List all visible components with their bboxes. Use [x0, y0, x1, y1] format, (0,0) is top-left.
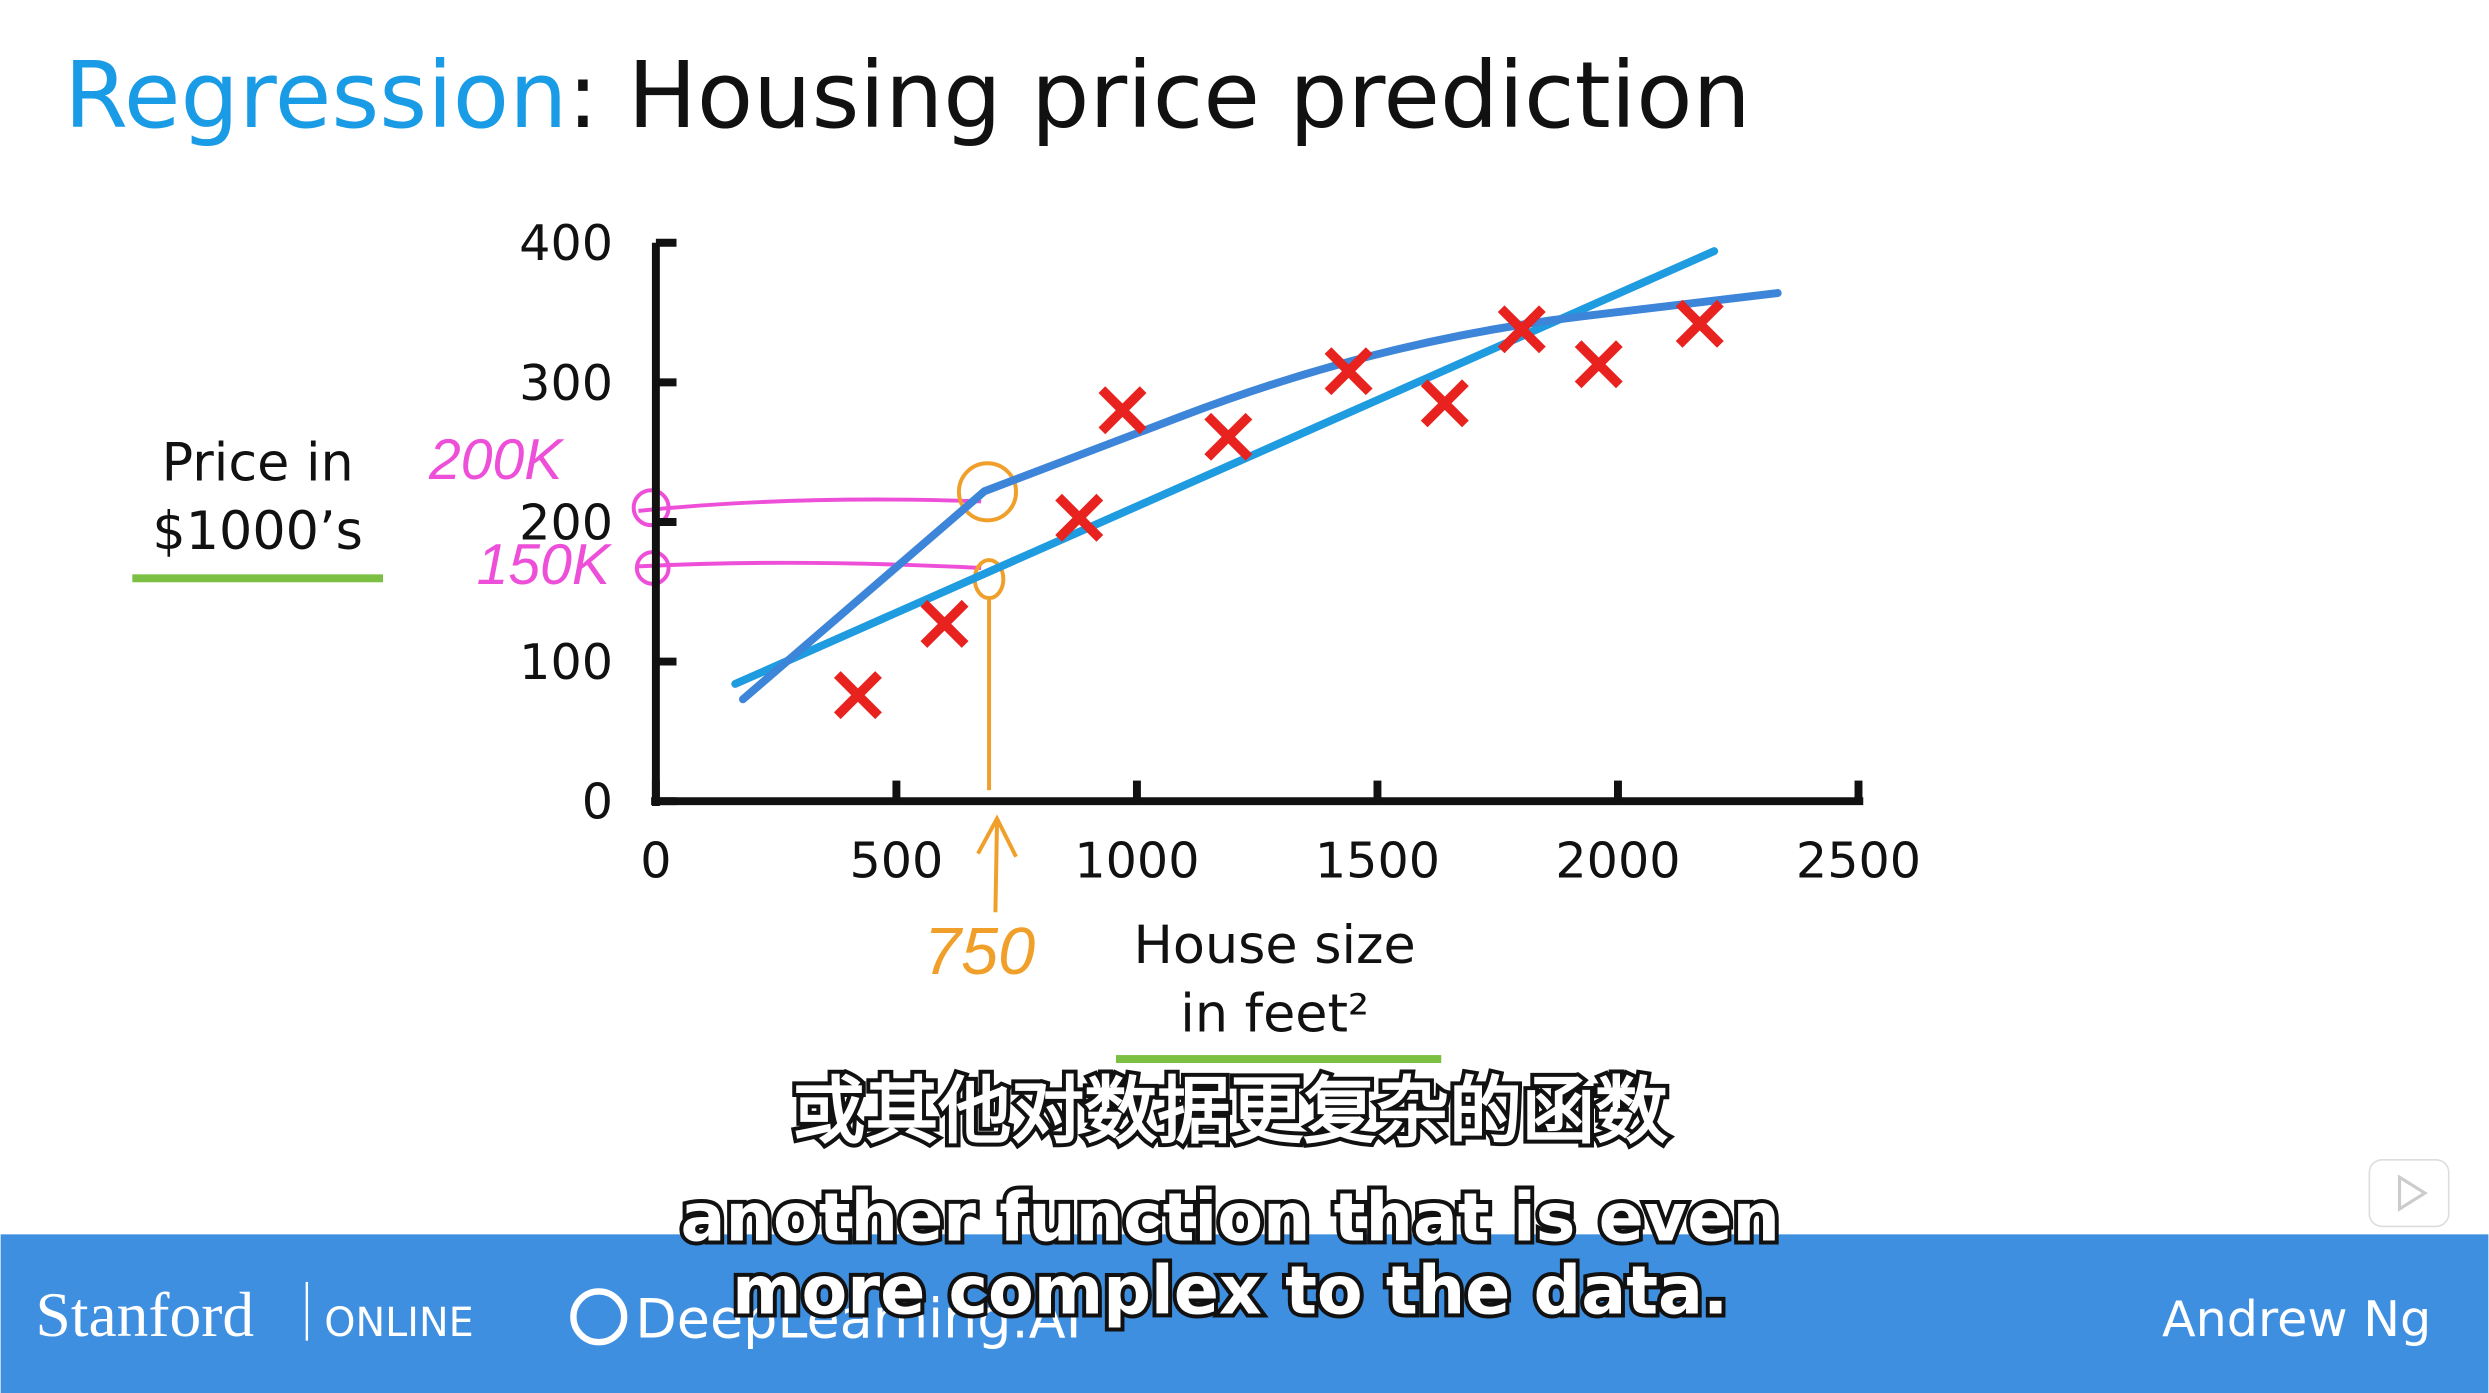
play-button[interactable] — [2368, 1158, 2450, 1228]
x-axis-label: House size — [1134, 915, 1416, 976]
x-tick-label: 2500 — [1796, 831, 1921, 889]
y-tick-label: 200 — [519, 493, 613, 551]
underline — [132, 574, 383, 583]
plot: 0 100 200 300 400 0 500 1000 1500 2000 2500 — [519, 214, 1921, 889]
annotation-strokes — [631, 461, 1019, 913]
x-tick-label: 1000 — [1074, 831, 1199, 889]
underline — [1115, 1055, 1442, 1063]
data-point — [1204, 412, 1253, 461]
footer-brand: Stanford — [36, 1279, 255, 1350]
annotation: 200K — [428, 428, 565, 492]
title-highlight: Regression — [64, 42, 567, 149]
subtitle-zh: 或其他对数据更复杂的函数 — [792, 1069, 1668, 1154]
x-tick-label: 2000 — [1555, 831, 1680, 889]
data-point — [1420, 379, 1469, 428]
y-axis-label: $1000’s — [152, 501, 362, 562]
footer-bar — [0, 1234, 2489, 1393]
annotation: 150K — [477, 533, 613, 597]
data-point — [833, 671, 882, 720]
x-axis-label: in feet² — [1180, 983, 1369, 1044]
data-point — [1675, 299, 1724, 348]
subtitle-en: another function that is even — [681, 1179, 1780, 1257]
data-point — [1574, 340, 1623, 389]
x-tick-label: 1500 — [1315, 831, 1440, 889]
data-point — [920, 599, 969, 648]
footer-brand: DeepLearning.AI — [635, 1287, 1081, 1350]
y-tick-label: 0 — [582, 773, 613, 831]
x-tick-label: 500 — [849, 831, 943, 889]
y-tick-label: 300 — [519, 354, 613, 412]
data-point — [1055, 493, 1104, 542]
x-tick-label: 0 — [640, 831, 671, 889]
data-point — [1497, 305, 1546, 354]
data-point — [1324, 347, 1373, 396]
y-tick-label: 100 — [519, 633, 613, 691]
footer-brand-small: ONLINE — [324, 1300, 473, 1346]
y-tick-label: 400 — [519, 214, 613, 272]
annotation: 750 — [924, 915, 1035, 989]
subtitle-en: more complex to the data. — [732, 1252, 1728, 1330]
data-point — [1098, 386, 1147, 435]
play-icon — [2397, 1174, 2428, 1212]
title-rest: : Housing price prediction — [567, 42, 1750, 149]
footer-author: Andrew Ng — [2162, 1290, 2431, 1348]
y-axis-label: Price in — [162, 433, 354, 494]
logo — [570, 1288, 628, 1346]
slide-title: Regression: Housing price prediction — [64, 42, 1751, 149]
fit-line — [738, 289, 1782, 704]
